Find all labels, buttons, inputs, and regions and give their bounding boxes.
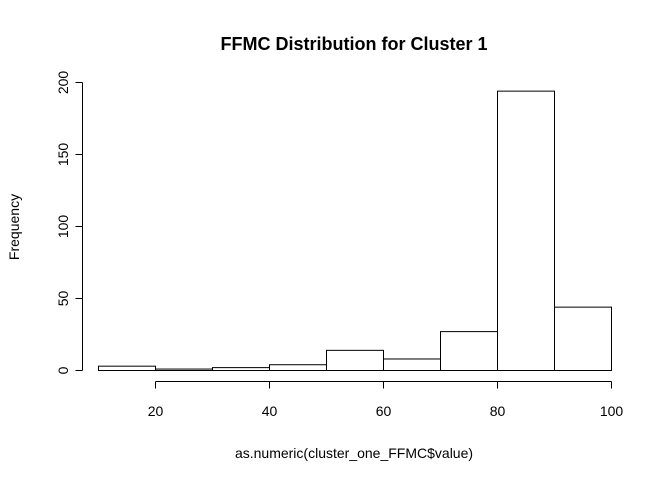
y-axis: 0 50 100 150 200 [55, 71, 83, 374]
y-tick-label: 200 [55, 71, 71, 95]
y-tick-label: 150 [55, 143, 71, 167]
x-axis: 20 40 60 80 100 [148, 381, 624, 419]
x-tick-label: 40 [262, 403, 278, 419]
y-tick-label: 0 [55, 366, 71, 374]
histogram-bar-5 [326, 349, 384, 371]
x-tick-label: 100 [600, 403, 624, 419]
histogram-bar-7 [440, 331, 498, 371]
x-tick-label: 60 [376, 403, 392, 419]
y-tick-label: 50 [55, 291, 71, 307]
histogram-bar-4 [269, 364, 327, 371]
x-tick-label: 20 [148, 403, 164, 419]
histogram-bar-3 [212, 367, 270, 371]
chart-title: FFMC Distribution for Cluster 1 [221, 34, 488, 54]
y-axis-label: Frequency [6, 194, 22, 260]
histogram-bar-9 [554, 306, 612, 372]
histogram-bar-2 [155, 368, 213, 371]
bars-group [98, 90, 612, 372]
histogram-bar-6 [383, 358, 441, 372]
x-tick-label: 80 [490, 403, 506, 419]
y-tick-label: 100 [55, 215, 71, 239]
histogram-bar-8 [497, 90, 555, 371]
x-axis-label: as.numeric(cluster_one_FFMC$value) [235, 445, 473, 461]
histogram-bar-1 [98, 365, 156, 371]
